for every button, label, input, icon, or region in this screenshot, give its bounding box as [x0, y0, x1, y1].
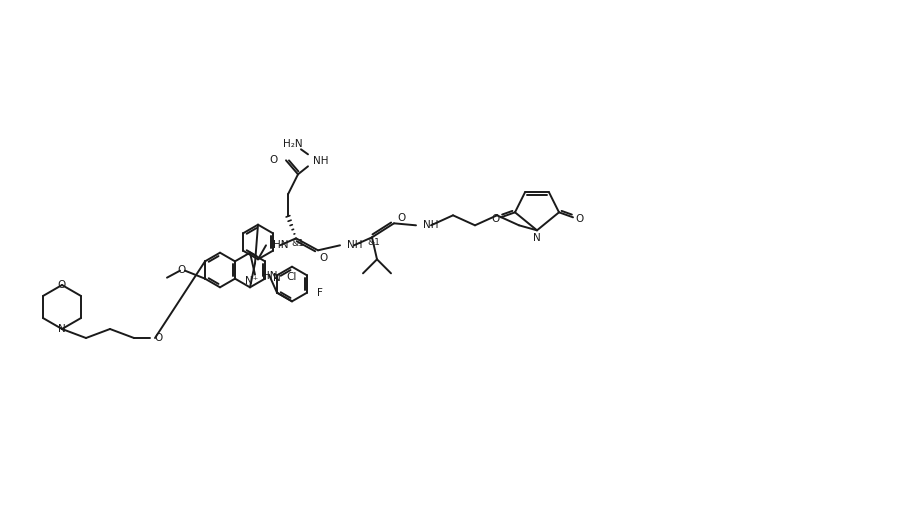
Text: F: F: [317, 288, 323, 298]
Text: &1: &1: [291, 239, 304, 248]
Text: NH: NH: [347, 240, 362, 250]
Text: O: O: [491, 214, 499, 224]
Text: H₂N: H₂N: [283, 139, 302, 149]
Text: NH: NH: [423, 220, 439, 230]
Text: O: O: [154, 333, 163, 343]
Text: HN: HN: [273, 240, 289, 250]
Text: O: O: [270, 155, 278, 165]
Text: O: O: [398, 213, 406, 223]
Text: N: N: [58, 324, 66, 333]
Text: Cl: Cl: [287, 272, 297, 281]
Text: O: O: [320, 253, 328, 263]
Text: NH: NH: [313, 156, 329, 166]
Text: O: O: [58, 280, 66, 291]
Text: O: O: [177, 265, 185, 275]
Text: HN: HN: [262, 271, 278, 280]
Text: N: N: [533, 233, 541, 243]
Text: &1: &1: [368, 238, 380, 247]
Text: N⁺: N⁺: [245, 276, 259, 287]
Text: O: O: [575, 214, 583, 224]
Text: N: N: [273, 273, 281, 282]
